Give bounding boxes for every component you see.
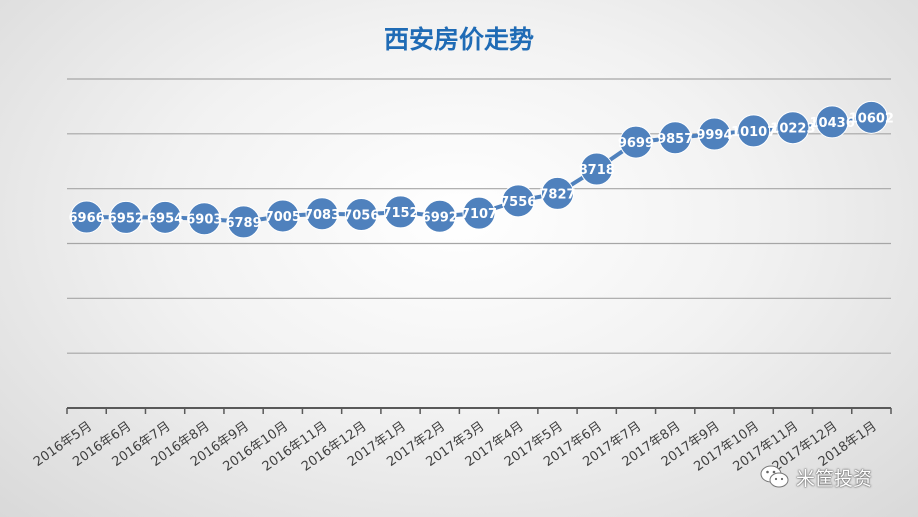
data-point — [423, 199, 457, 233]
data-label: 6903 — [186, 213, 222, 228]
data-label: 7005 — [265, 210, 301, 225]
data-label: 9699 — [618, 136, 654, 151]
data-point — [266, 199, 300, 233]
data-point — [384, 195, 418, 229]
data-point — [815, 105, 849, 139]
data-label: 8718 — [579, 163, 615, 178]
data-label: 10602 — [849, 111, 894, 126]
data-point — [658, 121, 692, 155]
data-label: 9857 — [657, 132, 693, 147]
data-point — [148, 200, 182, 234]
data-point — [854, 100, 888, 134]
data-point — [462, 196, 496, 230]
data-label: 6789 — [225, 216, 261, 231]
data-point — [305, 197, 339, 231]
data-point — [697, 117, 731, 151]
data-point — [187, 202, 221, 236]
data-point — [501, 184, 535, 218]
data-label: 6992 — [422, 210, 458, 225]
data-label: 7827 — [539, 187, 575, 202]
data-point — [109, 200, 143, 234]
data-label: 6966 — [69, 211, 105, 226]
data-label: 6952 — [108, 211, 144, 226]
data-label: 7152 — [382, 206, 418, 221]
watermark-text: 米筐投资 — [796, 467, 873, 490]
data-point — [619, 125, 653, 159]
data-point — [227, 205, 261, 239]
data-point — [344, 198, 378, 232]
data-point — [70, 200, 104, 234]
watermark: 米筐投资 — [760, 462, 872, 492]
data-point — [776, 111, 810, 145]
data-point — [737, 114, 771, 148]
data-label: 10223 — [770, 122, 815, 137]
data-label: 10107 — [731, 125, 776, 140]
data-label: 7556 — [500, 195, 536, 210]
data-point — [540, 176, 574, 210]
wechat-icon — [760, 465, 789, 488]
data-label: 6954 — [147, 211, 183, 226]
data-label: 7056 — [343, 209, 379, 224]
data-point — [580, 152, 614, 186]
chart-title: 西安房价走势 — [383, 25, 534, 54]
data-label: 9994 — [696, 128, 732, 143]
data-label: 7107 — [461, 207, 497, 222]
data-label: 10436 — [810, 116, 855, 131]
data-label: 7083 — [304, 208, 340, 223]
